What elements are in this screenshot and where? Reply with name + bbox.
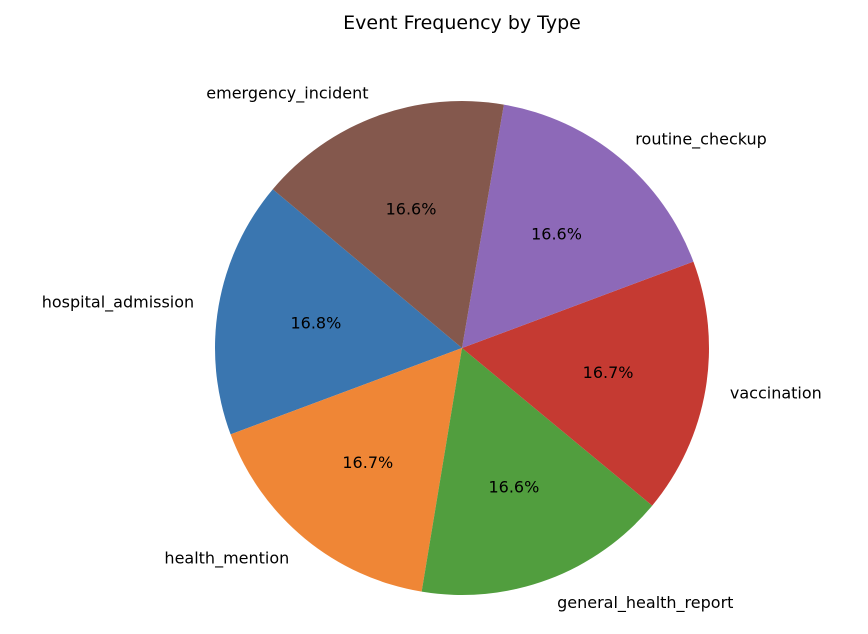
pie-percent-label: 16.6% — [531, 224, 582, 243]
pie-percent-label: 16.7% — [583, 363, 634, 382]
pie-percent-label: 16.8% — [290, 313, 341, 332]
pie-slice-health-mention — [230, 348, 462, 592]
pie-percent-label: 16.7% — [342, 453, 393, 472]
pie-slice-emergency-incident — [272, 100, 504, 348]
pie-category-label: general_health_report — [557, 593, 733, 613]
pie-percent-label: 16.6% — [386, 199, 437, 218]
pie-labels: 16.8% hospital_admission 16.7% health_menti… — [42, 83, 822, 613]
pie-category-label: vaccination — [730, 384, 822, 403]
pie-category-label: routine_checkup — [635, 129, 767, 149]
pie-percent-label: 16.6% — [488, 477, 539, 496]
pie-slice-general-health-report — [421, 348, 653, 595]
pie-slice-hospital-admission — [214, 189, 462, 435]
pie-slice-vaccination — [462, 261, 710, 506]
pie-category-label: emergency_incident — [206, 83, 368, 103]
pie-slices — [214, 100, 710, 595]
chart-title: Event Frequency by Type — [343, 12, 581, 34]
pie-category-label: health_mention — [164, 548, 289, 568]
pie-category-label: hospital_admission — [42, 292, 194, 312]
pie-slice-routine-checkup — [462, 104, 694, 348]
